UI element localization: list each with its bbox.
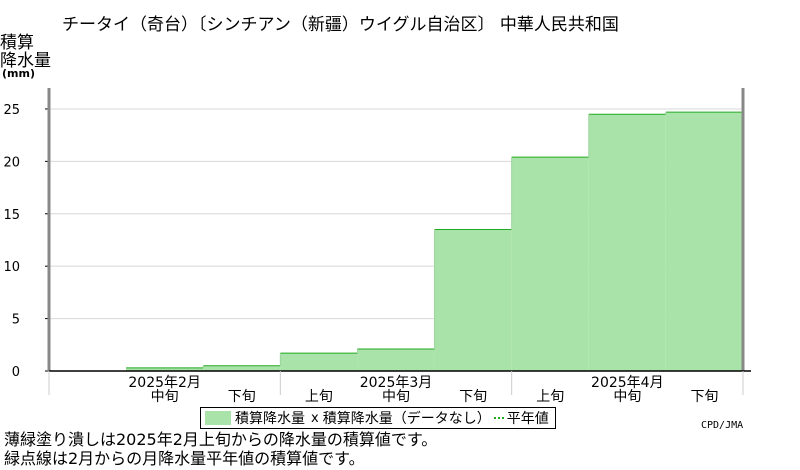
y-tick-label-20: 20 xyxy=(3,155,20,170)
y-axis-label-line2: 降水量 xyxy=(0,51,51,71)
x-tick-label-2: 下旬 xyxy=(228,389,256,405)
x-tick-label-5: 下旬 xyxy=(459,389,487,405)
area-bar-7 xyxy=(588,114,666,371)
legend-item-no-data: 積算降水量（データなし） xyxy=(322,411,491,427)
area-bar-8 xyxy=(665,112,743,371)
y-tick-label-5: 5 xyxy=(12,313,20,328)
x-tick-label-7: 中旬 xyxy=(613,389,641,405)
footnote-2: 緑点線は2月からの月降水量平年値の積算値です。 xyxy=(4,449,365,468)
x-tick-label-8: 下旬 xyxy=(690,389,718,405)
month-label-1: 2025年2月 xyxy=(128,375,201,391)
area-bar-6 xyxy=(511,157,589,371)
month-label-2: 2025年3月 xyxy=(360,375,433,391)
footnote-1: 薄緑塗り潰しは2025年2月上旬からの降水量の積算値です。 xyxy=(4,430,438,449)
y-tick-label-0: 0 xyxy=(12,365,20,380)
credit-text: CPD/JMA xyxy=(701,420,744,431)
y-tick-label-15: 15 xyxy=(3,208,20,223)
footnotes: 薄緑塗り潰しは2025年2月上旬からの降水量の積算値です。 緑点線は2月からの月… xyxy=(4,430,437,468)
chart-title: チータイ（奇台）〔シンチアン（新疆）ウイグル自治区〕 中華人民共和国 xyxy=(62,15,619,35)
legend-item-accumulated: 積算降水量 xyxy=(235,411,305,427)
legend-dotted-line xyxy=(493,417,504,419)
area-bar-5 xyxy=(434,229,512,371)
legend-marker-x: x xyxy=(311,410,319,426)
y-axis-unit: (mm) xyxy=(2,67,35,80)
y-tick-label-25: 25 xyxy=(3,103,20,118)
x-tick-label-4: 中旬 xyxy=(382,389,410,405)
area-bar-2 xyxy=(203,365,281,371)
chart-legend: 積算降水量 x 積算降水量（データなし） 平年値 xyxy=(200,407,556,429)
x-tick-label-6: 上旬 xyxy=(536,389,564,405)
x-tick-label-1: 中旬 xyxy=(151,389,179,405)
area-bar-3 xyxy=(280,353,358,371)
area-bar-1 xyxy=(126,367,204,371)
precipitation-chart: チータイ（奇台）〔シンチアン（新疆）ウイグル自治区〕 中華人民共和国 積算 降水… xyxy=(0,15,751,405)
month-label-3: 2025年4月 xyxy=(591,375,664,391)
y-tick-label-10: 10 xyxy=(3,260,20,275)
legend-swatch-fill xyxy=(205,411,231,425)
x-tick-label-3: 上旬 xyxy=(305,389,333,405)
legend-item-normal: 平年値 xyxy=(506,411,549,427)
area-bar-4 xyxy=(357,348,435,371)
y-axis-label-line1: 積算 xyxy=(0,33,34,53)
